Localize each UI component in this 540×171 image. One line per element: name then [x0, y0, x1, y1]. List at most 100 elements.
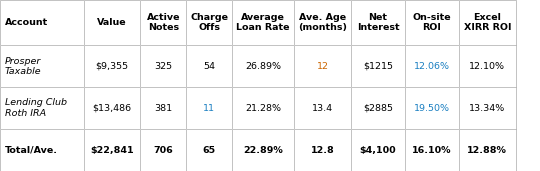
Bar	[351, 0, 405, 45]
Bar	[140, 129, 186, 171]
Bar	[294, 87, 351, 129]
Bar	[84, 129, 140, 171]
Text: Lending Club
Roth IRA: Lending Club Roth IRA	[5, 98, 67, 118]
Text: 54: 54	[203, 62, 215, 71]
Bar	[0, 87, 84, 129]
Bar	[232, 0, 294, 45]
Text: 12.10%: 12.10%	[469, 62, 505, 71]
Text: 706: 706	[153, 146, 173, 155]
Bar	[140, 129, 186, 171]
Bar	[459, 0, 516, 45]
Text: $9,355: $9,355	[96, 62, 129, 71]
Bar	[84, 45, 140, 87]
Text: $2885: $2885	[363, 104, 393, 113]
Bar	[84, 87, 140, 129]
Text: 21.28%: 21.28%	[245, 104, 281, 113]
Bar	[351, 45, 405, 87]
Text: Prosper
Taxable: Prosper Taxable	[5, 57, 42, 76]
Bar	[351, 87, 405, 129]
Bar	[232, 87, 294, 129]
Text: On-site
ROI: On-site ROI	[413, 13, 451, 32]
Text: $13,486: $13,486	[92, 104, 132, 113]
Bar	[186, 45, 232, 87]
Text: 19.50%: 19.50%	[414, 104, 450, 113]
Bar	[140, 87, 186, 129]
Bar	[294, 45, 351, 87]
Bar	[232, 129, 294, 171]
Text: 65: 65	[202, 146, 216, 155]
Text: Charge
Offs: Charge Offs	[190, 13, 228, 32]
Bar	[140, 45, 186, 87]
Text: $4,100: $4,100	[360, 146, 396, 155]
Text: Total/Ave.: Total/Ave.	[5, 146, 58, 155]
Bar	[84, 87, 140, 129]
Bar	[405, 87, 459, 129]
Bar	[84, 129, 140, 171]
Bar	[294, 45, 351, 87]
Bar	[84, 0, 140, 45]
Bar	[232, 45, 294, 87]
Bar	[232, 129, 294, 171]
Text: 12.8: 12.8	[311, 146, 334, 155]
Text: $22,841: $22,841	[90, 146, 134, 155]
Bar	[140, 45, 186, 87]
Text: 13.4: 13.4	[312, 104, 333, 113]
Bar	[405, 87, 459, 129]
Bar	[84, 45, 140, 87]
Bar	[232, 87, 294, 129]
Text: 325: 325	[154, 62, 172, 71]
Bar	[459, 87, 516, 129]
Bar	[405, 0, 459, 45]
Text: 12: 12	[316, 62, 329, 71]
Bar	[186, 129, 232, 171]
Text: 22.89%: 22.89%	[244, 146, 283, 155]
Text: 16.10%: 16.10%	[412, 146, 452, 155]
Text: 12.88%: 12.88%	[468, 146, 507, 155]
Text: 26.89%: 26.89%	[245, 62, 281, 71]
Bar	[459, 129, 516, 171]
Bar	[294, 129, 351, 171]
Bar	[459, 45, 516, 87]
Bar	[0, 45, 84, 87]
Bar	[294, 0, 351, 45]
Bar	[140, 0, 186, 45]
Bar	[0, 129, 84, 171]
Bar	[351, 45, 405, 87]
Bar	[232, 45, 294, 87]
Bar	[140, 0, 186, 45]
Bar	[232, 0, 294, 45]
Text: Active
Notes: Active Notes	[146, 13, 180, 32]
Bar	[84, 0, 140, 45]
Bar	[405, 129, 459, 171]
Text: Excel
XIRR ROI: Excel XIRR ROI	[464, 13, 511, 32]
Bar	[0, 87, 84, 129]
Bar	[405, 0, 459, 45]
Bar	[186, 87, 232, 129]
Bar	[140, 87, 186, 129]
Bar	[459, 129, 516, 171]
Bar	[294, 129, 351, 171]
Bar	[459, 87, 516, 129]
Bar	[405, 45, 459, 87]
Bar	[186, 0, 232, 45]
Bar	[186, 0, 232, 45]
Bar	[186, 129, 232, 171]
Bar	[459, 0, 516, 45]
Text: Account: Account	[5, 18, 48, 27]
Text: $1215: $1215	[363, 62, 393, 71]
Bar	[405, 45, 459, 87]
Bar	[351, 87, 405, 129]
Bar	[186, 45, 232, 87]
Bar	[0, 0, 84, 45]
Bar	[351, 129, 405, 171]
Bar	[459, 45, 516, 87]
Text: Value: Value	[97, 18, 127, 27]
Text: 381: 381	[154, 104, 172, 113]
Bar	[351, 129, 405, 171]
Bar	[0, 45, 84, 87]
Bar	[351, 0, 405, 45]
Bar	[0, 129, 84, 171]
Bar	[0, 0, 84, 45]
Text: Average
Loan Rate: Average Loan Rate	[237, 13, 290, 32]
Text: 13.34%: 13.34%	[469, 104, 505, 113]
